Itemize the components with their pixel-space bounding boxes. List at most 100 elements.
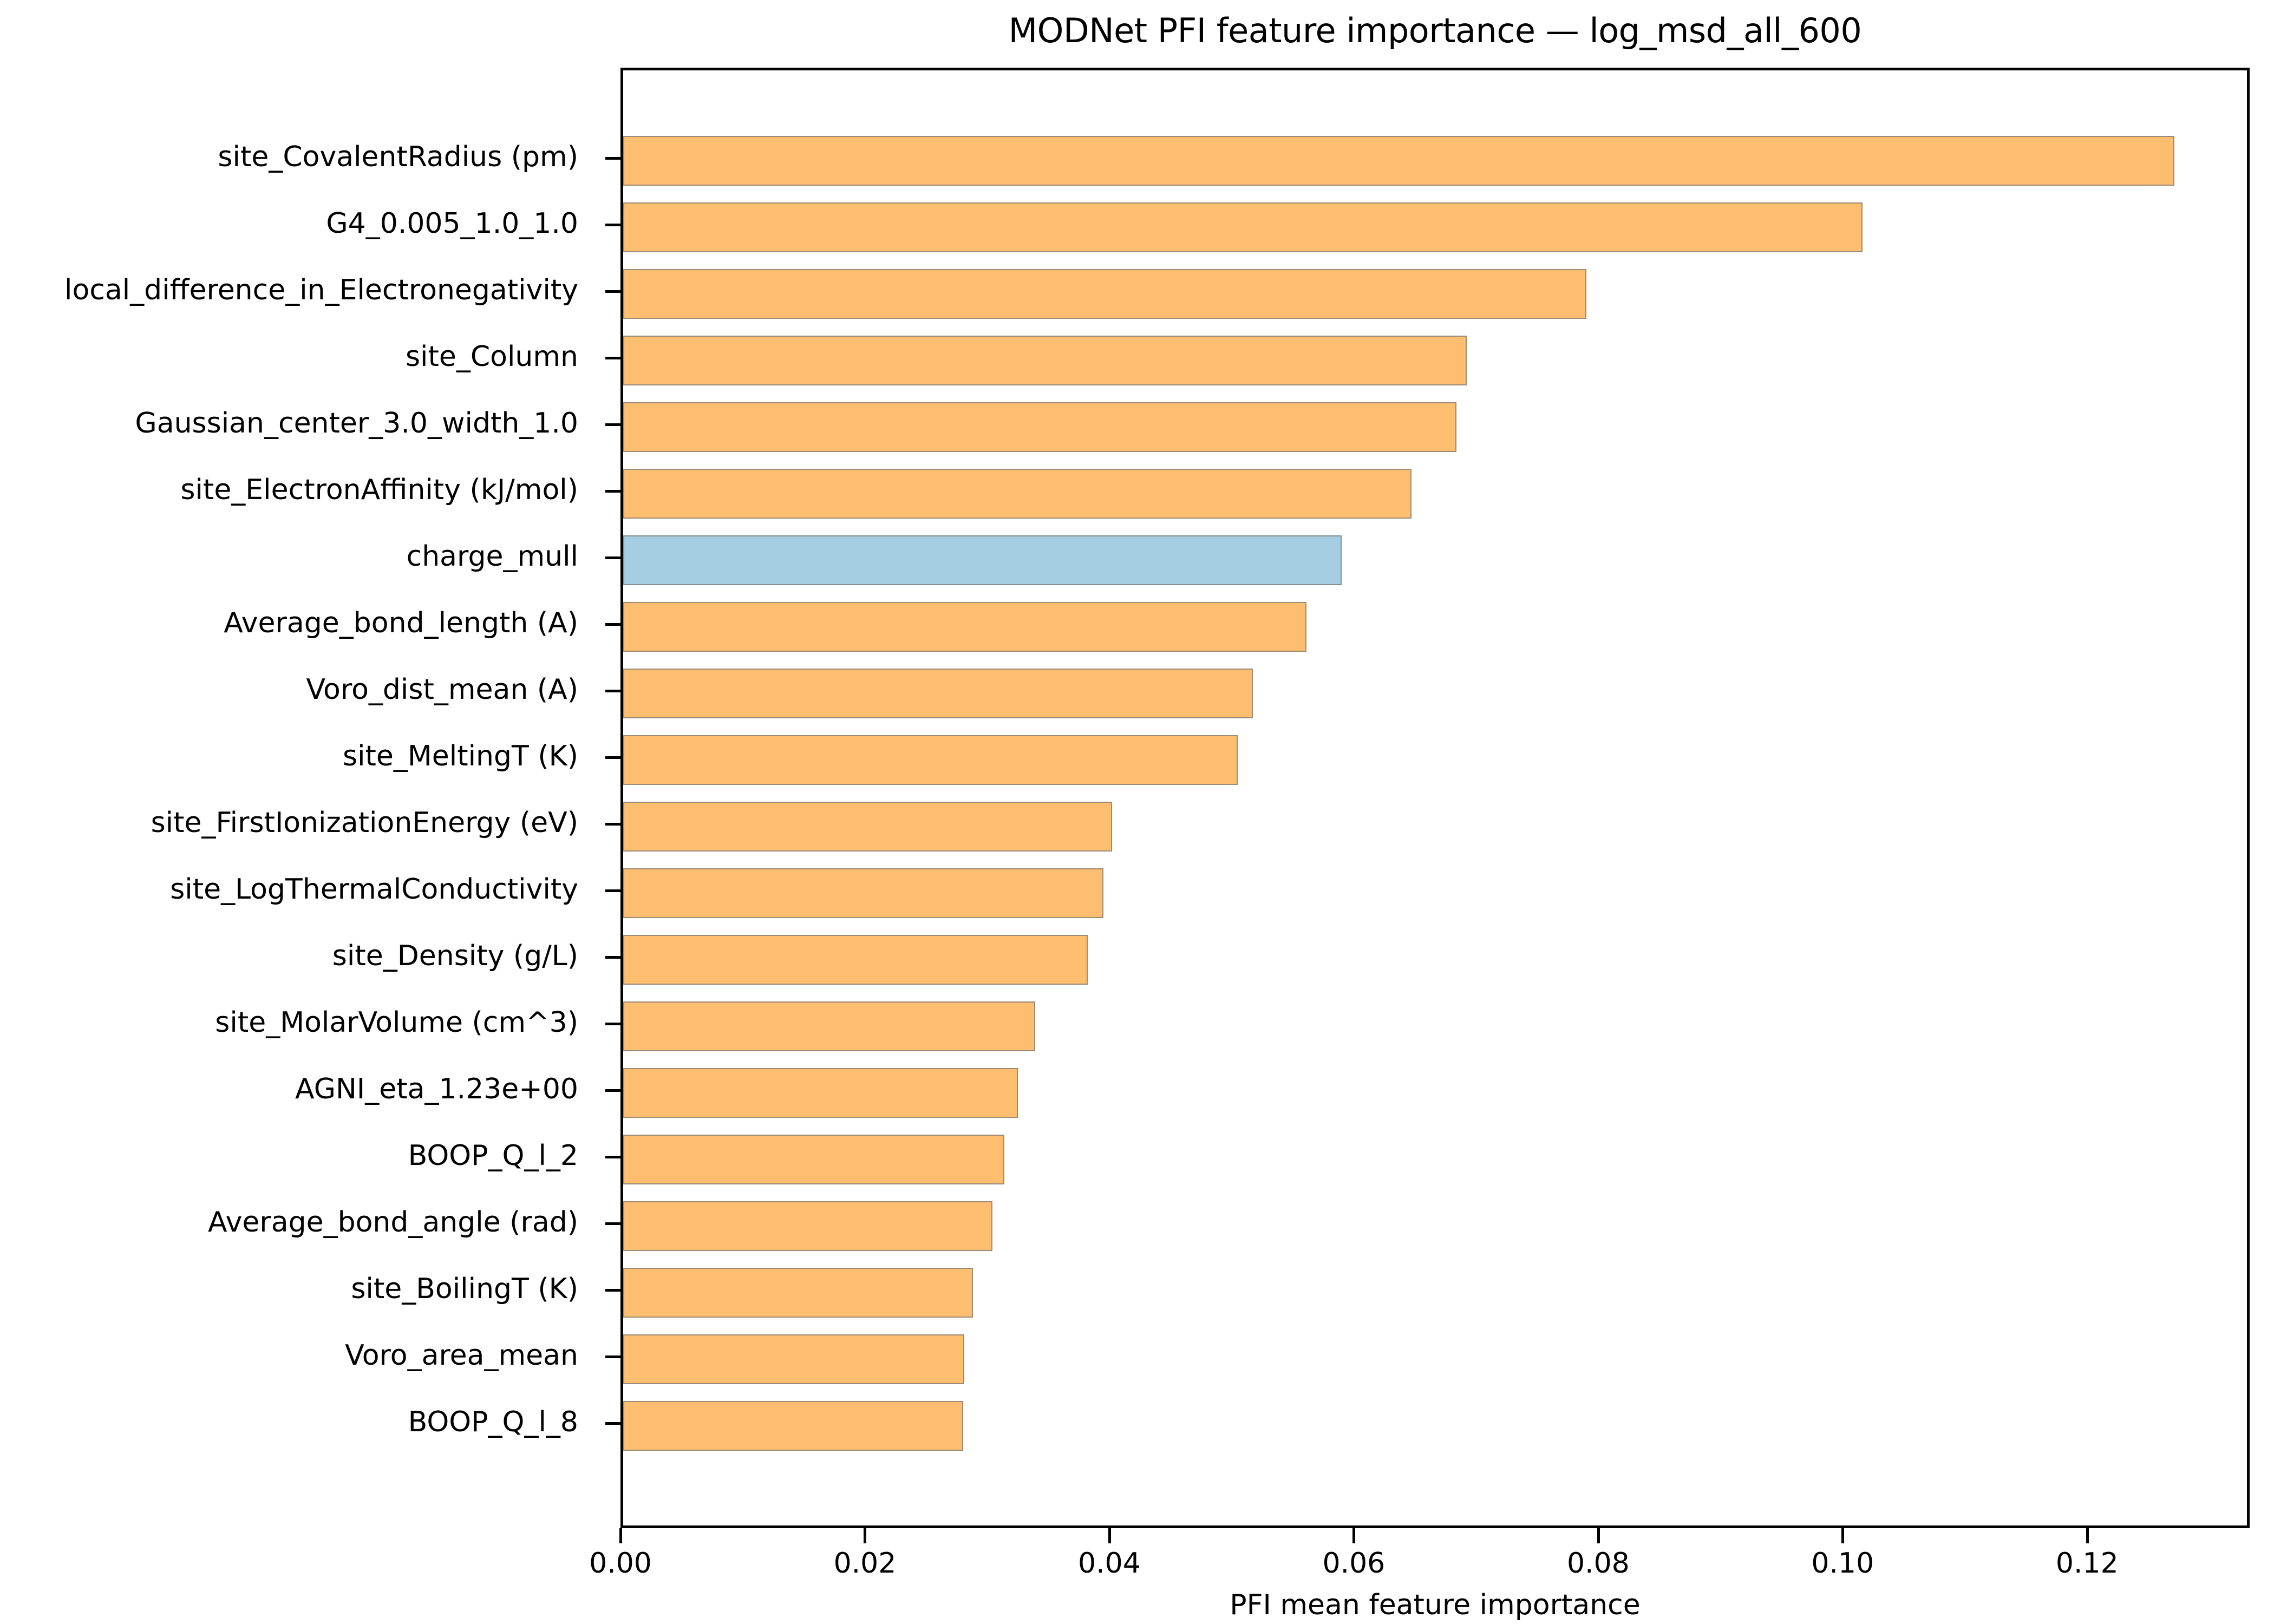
bar-row: [623, 1268, 2252, 1318]
y-axis-tick-label: AGNI_eta_1.23e+00: [295, 1073, 578, 1105]
y-axis-tick-mark: [605, 490, 620, 493]
plot-area: LOBSTERMATMINER: [620, 68, 2250, 1528]
bar: [623, 535, 1342, 585]
y-axis-tick-label: G4_0.005_1.0_1.0: [326, 207, 578, 240]
y-axis-tick-mark: [605, 1355, 620, 1358]
bar: [623, 802, 1112, 852]
y-axis-tick-label: Average_bond_angle (rad): [208, 1206, 578, 1239]
y-axis-tick-mark: [605, 423, 620, 426]
x-axis-tick-label: 0.08: [1566, 1547, 1630, 1580]
y-axis-tick-mark: [605, 756, 620, 759]
bar: [623, 336, 1467, 385]
bar: [623, 1135, 1005, 1184]
bar-row: [623, 669, 2252, 718]
bar-row: [623, 802, 2252, 852]
bar: [623, 735, 1238, 785]
x-axis-tick-mark: [1352, 1528, 1356, 1543]
bar: [623, 1068, 1018, 1118]
bar-row: [623, 1334, 2252, 1384]
bar: [623, 1201, 992, 1251]
bar: [623, 1268, 973, 1318]
y-axis-tick-mark: [605, 1023, 620, 1025]
bar: [623, 1001, 1035, 1051]
x-axis-tick-mark: [1841, 1528, 1845, 1543]
x-axis-tick-mark: [619, 1528, 622, 1543]
chart-title: MODNet PFI feature importance — log_msd_…: [1008, 11, 1862, 50]
y-axis-tick-label: BOOP_Q_l_8: [408, 1406, 578, 1438]
bar: [623, 669, 1253, 718]
bar-row: [623, 1068, 2252, 1118]
y-axis-tick-mark: [605, 956, 620, 959]
y-axis-tick-mark: [605, 357, 620, 359]
y-axis-tick-mark: [605, 1289, 620, 1292]
x-axis-tick-label: 0.10: [1811, 1547, 1874, 1580]
y-axis-tick-label: Voro_area_mean: [345, 1339, 578, 1372]
y-axis-tick-label: Average_bond_length (A): [224, 607, 578, 639]
bar-row: [623, 1001, 2252, 1051]
y-axis-tick-label: site_Column: [405, 340, 578, 373]
y-axis-tick-mark: [605, 290, 620, 293]
y-axis-tick-mark: [605, 224, 620, 226]
y-axis-tick-mark: [605, 556, 620, 559]
x-axis-tick-mark: [864, 1528, 867, 1543]
bar: [623, 868, 1104, 918]
bars-layer: [623, 70, 2247, 1525]
y-axis-tick-label: local_difference_in_Electronegativity: [64, 274, 578, 306]
x-axis-tick-label: 0.00: [589, 1547, 652, 1580]
y-axis-tick-label: site_LogThermalConductivity: [170, 873, 578, 906]
y-axis-tick-label: site_CovalentRadius (pm): [218, 141, 578, 173]
y-axis-tick-label: site_BoilingT (K): [351, 1273, 578, 1305]
bar: [623, 136, 2174, 186]
bar: [623, 935, 1088, 985]
x-axis-tick-label: 0.04: [1078, 1547, 1141, 1580]
y-axis-tick-label: site_MeltingT (K): [343, 740, 578, 772]
y-axis-tick-mark: [605, 1422, 620, 1425]
x-axis-tick-label: 0.06: [1322, 1547, 1386, 1580]
x-axis-tick-mark: [1108, 1528, 1111, 1543]
y-axis-tick-label: site_ElectronAffinity (kJ/mol): [180, 474, 578, 506]
y-axis-tick-label: Gaussian_center_3.0_width_1.0: [135, 407, 578, 440]
bar-row: [623, 136, 2252, 186]
y-axis-tick-mark: [605, 889, 620, 892]
bar: [623, 269, 1586, 319]
bar-row: [623, 1135, 2252, 1184]
y-axis-tick-mark: [605, 157, 620, 160]
bar-row: [623, 336, 2252, 385]
bar-row: [623, 735, 2252, 785]
y-axis-tick-label: site_Density (g/L): [332, 940, 578, 972]
bar-row: [623, 602, 2252, 652]
x-axis-tick-mark: [2086, 1528, 2089, 1543]
x-axis-title: PFI mean feature importance: [1230, 1589, 1641, 1621]
x-axis-tick-label: 0.12: [2055, 1547, 2119, 1580]
bar: [623, 1334, 964, 1384]
y-axis-tick-mark: [605, 623, 620, 626]
bar-row: [623, 469, 2252, 519]
y-axis-tick-labels: site_CovalentRadius (pm) G4_0.005_1.0_1.0…: [0, 0, 620, 1624]
y-axis-tick-label: BOOP_Q_l_2: [408, 1140, 578, 1172]
y-axis-tick-label: charge_mull: [406, 540, 578, 573]
bar-row: [623, 269, 2252, 319]
bar-row: [623, 868, 2252, 918]
y-axis-tick-label: Voro_dist_mean (A): [306, 673, 578, 706]
y-axis-tick-label: site_FirstIonizationEnergy (eV): [151, 807, 578, 839]
y-axis-tick-mark: [605, 690, 620, 692]
bar-row: [623, 1201, 2252, 1251]
bar-row: [623, 535, 2252, 585]
y-axis-tick-label: site_MolarVolume (cm^3): [215, 1006, 578, 1039]
y-axis-tick-mark: [605, 823, 620, 826]
bar-row: [623, 935, 2252, 985]
bar: [623, 469, 1412, 519]
bar: [623, 402, 1457, 452]
x-axis-tick-label: 0.02: [833, 1547, 897, 1580]
y-axis-tick-mark: [605, 1089, 620, 1092]
x-axis-tick-mark: [1597, 1528, 1600, 1543]
bar: [623, 202, 1863, 252]
y-axis-tick-mark: [605, 1156, 620, 1158]
y-axis-tick-mark: [605, 1222, 620, 1225]
bar-row: [623, 402, 2252, 452]
bar-row: [623, 202, 2252, 252]
bar: [623, 602, 1306, 652]
bar: [623, 1401, 963, 1451]
bar-row: [623, 1401, 2252, 1451]
